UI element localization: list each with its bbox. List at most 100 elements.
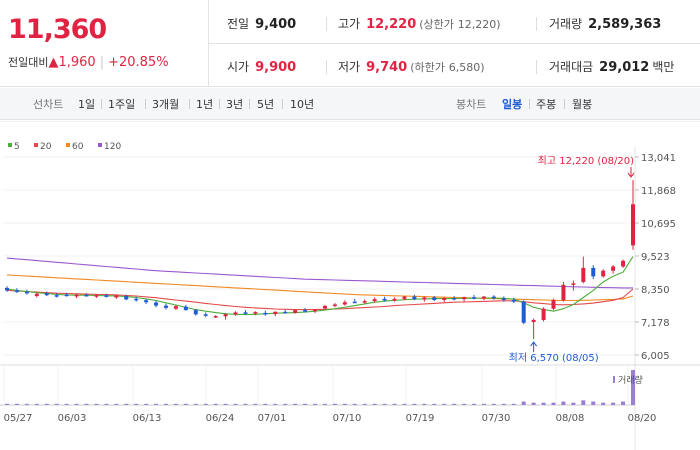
candle-body [243, 312, 248, 314]
candle-body [173, 306, 178, 309]
volume-bar [24, 403, 29, 405]
candle [283, 310, 288, 314]
volume-bar [253, 403, 258, 405]
candle [372, 297, 377, 303]
tab-weekly[interactable]: 주봉 [536, 98, 557, 111]
legend-swatch-5 [8, 143, 12, 147]
volume-bar [462, 403, 467, 405]
candle-body [223, 314, 228, 317]
candle [163, 303, 168, 310]
candle-body [412, 296, 417, 300]
candle-body [352, 301, 357, 304]
volume-bar [452, 403, 457, 405]
volume-bar [491, 403, 496, 405]
candle-body [541, 308, 546, 320]
moving-average-ma20 [6, 288, 634, 311]
volume-bar [402, 403, 407, 405]
candle-body [114, 295, 119, 298]
candle [342, 300, 347, 306]
candle [412, 294, 417, 301]
volume-bar [44, 403, 49, 405]
candle [14, 288, 19, 294]
stats-divider [209, 43, 700, 44]
volume-bar [124, 403, 129, 405]
candle-body [163, 305, 168, 308]
candle-body [233, 312, 238, 315]
volume-bar [273, 403, 278, 405]
volume-bar [581, 400, 586, 405]
candle [263, 310, 268, 316]
candle-body [521, 301, 526, 323]
stat-trade-amount: 거래대금 29,012 백만 [549, 60, 675, 75]
candle [382, 296, 387, 302]
price-chart: 5 20 60 120 13,041 11,868 10,695 9,523 8,350 7,17… [0, 121, 700, 450]
tab-3y[interactable]: 3년 [226, 98, 244, 111]
volume-bar [332, 403, 337, 405]
x-tick-label: 07/01 [258, 413, 287, 424]
tab-monthly[interactable]: 월봉 [572, 98, 593, 111]
volume-bar [631, 370, 635, 405]
candle-body [601, 270, 606, 277]
tab-1d[interactable]: 1일 [78, 98, 96, 111]
candle [581, 256, 586, 284]
header-divider [208, 0, 209, 87]
current-price: 11,360 [8, 14, 107, 45]
candle [243, 310, 248, 315]
candle [34, 292, 39, 298]
line-chart-label: 선차트 [33, 98, 64, 111]
candle [64, 292, 69, 297]
volume-bar [601, 402, 606, 405]
volume-bar [193, 403, 198, 405]
candle-body [392, 298, 397, 301]
tab-3m[interactable]: 3개월 [152, 98, 180, 111]
stat-divider [536, 17, 537, 31]
tab-10y[interactable]: 10년 [290, 98, 315, 111]
moving-average-ma5 [6, 256, 634, 316]
candle [183, 304, 188, 311]
volume-bar [472, 403, 477, 405]
candle [521, 300, 526, 325]
candle [24, 289, 29, 295]
volume-bar [154, 403, 159, 405]
x-tick-label: 08/20 [628, 413, 657, 424]
candle-body [491, 296, 496, 299]
low-annotation: 최저 6,570 (08/05) [509, 352, 599, 364]
candle [114, 294, 119, 299]
candle-body [313, 309, 318, 312]
y-tick-label: 6,005 [641, 351, 670, 362]
candle [511, 297, 516, 304]
candle [531, 318, 536, 340]
stat-low: 저가 9,740 (하한가 6,580) [338, 60, 485, 75]
candle-body [213, 316, 218, 318]
candle-body [84, 294, 89, 297]
tab-1w[interactable]: 1주일 [108, 98, 136, 111]
candle-body [511, 299, 516, 302]
tab-1y[interactable]: 1년 [196, 98, 214, 111]
tab-5y[interactable]: 5년 [257, 98, 275, 111]
volume-bar [283, 403, 288, 405]
candle-body [571, 283, 576, 285]
candle-body [481, 296, 486, 299]
candle [5, 286, 9, 292]
volume-bar [362, 403, 367, 405]
x-tick-label: 07/10 [333, 413, 362, 424]
candle [352, 298, 357, 304]
candle-body [144, 300, 149, 303]
volume-bar [392, 403, 397, 405]
candle [253, 311, 258, 316]
volume-bar [442, 403, 447, 405]
candle-body [253, 312, 258, 314]
moving-average-ma60 [6, 274, 634, 302]
candle-body [382, 298, 387, 301]
y-tick-label: 9,523 [641, 252, 670, 263]
tab-daily[interactable]: 일봉 [502, 98, 523, 111]
volume-bar [54, 403, 59, 405]
candle-body [452, 298, 457, 300]
candle [392, 297, 397, 302]
candle [591, 265, 596, 280]
volume-bar [293, 403, 298, 405]
x-tick-label: 06/13 [133, 413, 162, 424]
candle-body [5, 287, 9, 291]
candle [541, 307, 546, 322]
volume-bar [561, 401, 566, 405]
